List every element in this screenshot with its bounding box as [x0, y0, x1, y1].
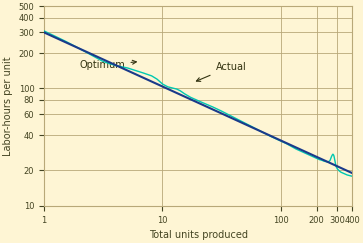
- X-axis label: Total units produced: Total units produced: [148, 230, 248, 240]
- Text: Optimum: Optimum: [80, 60, 136, 70]
- Text: Actual: Actual: [196, 61, 246, 81]
- Y-axis label: Labor-hours per unit: Labor-hours per unit: [3, 56, 13, 156]
